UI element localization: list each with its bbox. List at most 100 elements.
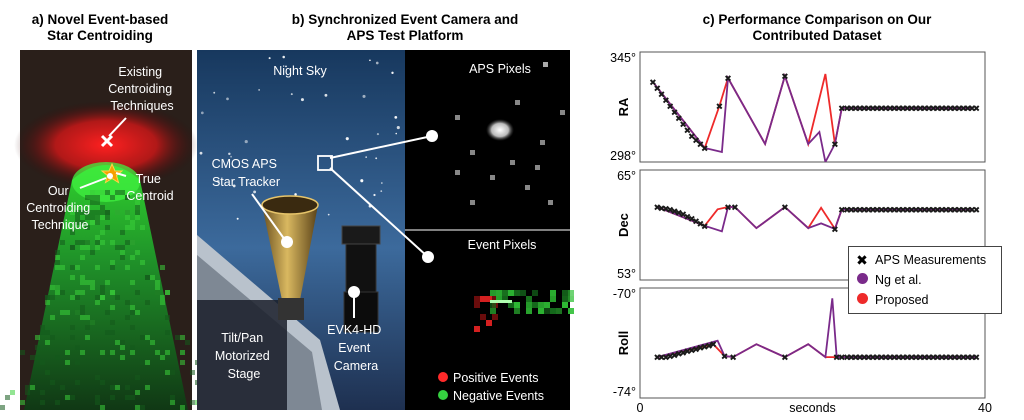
- aps-measurement-point: ✖: [658, 91, 666, 101]
- pixel: [70, 325, 75, 330]
- aps-measurement-point: ✖: [653, 354, 661, 364]
- event-pixel-grid: [474, 290, 574, 332]
- negative-event-pixel: [550, 296, 556, 302]
- star: [236, 217, 239, 220]
- aps-measurement-point: ✖: [852, 354, 860, 364]
- aps-measurement-point: ✖: [688, 215, 696, 225]
- positive-event-pixel: [492, 314, 498, 320]
- star: [290, 93, 293, 96]
- existing-centroid-marker: [100, 134, 114, 148]
- pixel: [95, 240, 100, 245]
- aps-measurement-point: ✖: [679, 349, 687, 359]
- aps-measurement-point: ✖: [675, 209, 683, 219]
- legend-proposed-label: Proposed: [875, 293, 929, 307]
- pixel: [80, 255, 85, 260]
- star: [394, 116, 398, 119]
- pixel: [115, 385, 120, 390]
- pixel: [105, 210, 110, 215]
- aps-measurement-point: ✖: [666, 352, 674, 362]
- star: [391, 71, 394, 75]
- aps-measurement-point: ✖: [860, 105, 868, 115]
- aps-measurement-point: ✖: [912, 206, 920, 216]
- aps-measurement-point: ✖: [934, 206, 942, 216]
- pixel: [45, 370, 50, 375]
- aps-measurement-point: ✖: [705, 342, 713, 352]
- star: [365, 156, 367, 158]
- pixel: [105, 190, 110, 195]
- pixel: [130, 220, 135, 225]
- aps-measurement-point: ✖: [899, 206, 907, 216]
- pixel: [115, 295, 120, 300]
- pixel: [95, 220, 100, 225]
- pixel: [75, 290, 80, 295]
- y-max-label: 345°: [610, 51, 636, 65]
- aps-measurement-point: ✖: [688, 347, 696, 357]
- subplot-frame: [639, 287, 986, 399]
- negative-event-pixel: [490, 308, 496, 314]
- star: [380, 190, 383, 192]
- aps-pixels-label: APS Pixels: [469, 62, 531, 76]
- aps-measurement-point: ✖: [729, 354, 737, 364]
- pixel: [85, 195, 90, 200]
- pixel: [90, 320, 95, 325]
- pixel: [125, 240, 130, 245]
- aps-measurement-point: ✖: [964, 354, 972, 364]
- negative-event-pixel: [514, 302, 520, 308]
- aps-measurement-point: ✖: [671, 207, 679, 217]
- pixel: [180, 405, 185, 410]
- star: [230, 155, 232, 158]
- aps-measurement-point: ✖: [671, 109, 679, 119]
- pixel: [70, 395, 75, 400]
- pixel: [40, 325, 45, 330]
- negative-event-pixel: [502, 290, 508, 296]
- cmos-star-tracker-icon: [262, 197, 318, 300]
- y-min-label: 298°: [610, 149, 636, 163]
- aps-measurement-point: ✖: [899, 354, 907, 364]
- pixel: [90, 220, 95, 225]
- legend-ng: Ng et al.: [855, 271, 922, 289]
- pixel: [110, 395, 115, 400]
- aps-measurement-point: ✖: [882, 354, 890, 364]
- aps-measurement-point: ✖: [662, 205, 670, 215]
- pixel: [110, 330, 115, 335]
- pixel: [165, 315, 170, 320]
- pixel: [135, 200, 140, 205]
- pixel: [110, 265, 115, 270]
- pixel: [90, 210, 95, 215]
- proposed-dot-icon: [856, 293, 868, 304]
- aps-measurement-point: ✖: [865, 105, 873, 115]
- x-mark-icon: ✖: [856, 252, 868, 268]
- pixel: [125, 395, 130, 400]
- ng-dot-icon: [856, 273, 868, 284]
- pixel: [105, 215, 110, 220]
- aps-measurement-point: ✖: [947, 105, 955, 115]
- star: [200, 111, 204, 115]
- aps-measurement-point: ✖: [882, 206, 890, 216]
- pixel: [130, 345, 135, 350]
- zoom-box: [317, 155, 333, 171]
- pixel: [75, 210, 80, 215]
- pixel: [40, 390, 45, 395]
- star: [216, 179, 220, 183]
- pixel: [135, 375, 140, 380]
- pixel: [20, 400, 25, 405]
- star: [375, 61, 379, 65]
- negative-event-pixel: [496, 296, 502, 302]
- existing-pointer: [108, 117, 127, 137]
- aps-measurement-point: ✖: [852, 105, 860, 115]
- aps-measurement-point: ✖: [925, 105, 933, 115]
- aps-measurement-point: ✖: [731, 203, 739, 213]
- pixel: [160, 355, 165, 360]
- aps-pixel: [560, 110, 565, 115]
- pixel: [95, 395, 100, 400]
- pixel: [135, 310, 140, 315]
- star: [380, 182, 383, 184]
- aps-pixels-inset: APS Pixels: [405, 50, 570, 230]
- aps-measurement-point: ✖: [843, 354, 851, 364]
- pixel: [135, 205, 140, 210]
- pixel: [85, 210, 90, 215]
- negative-event-pixel: [562, 290, 568, 296]
- aps-measurement-point: ✖: [968, 105, 976, 115]
- aps-measurement-point: ✖: [899, 105, 907, 115]
